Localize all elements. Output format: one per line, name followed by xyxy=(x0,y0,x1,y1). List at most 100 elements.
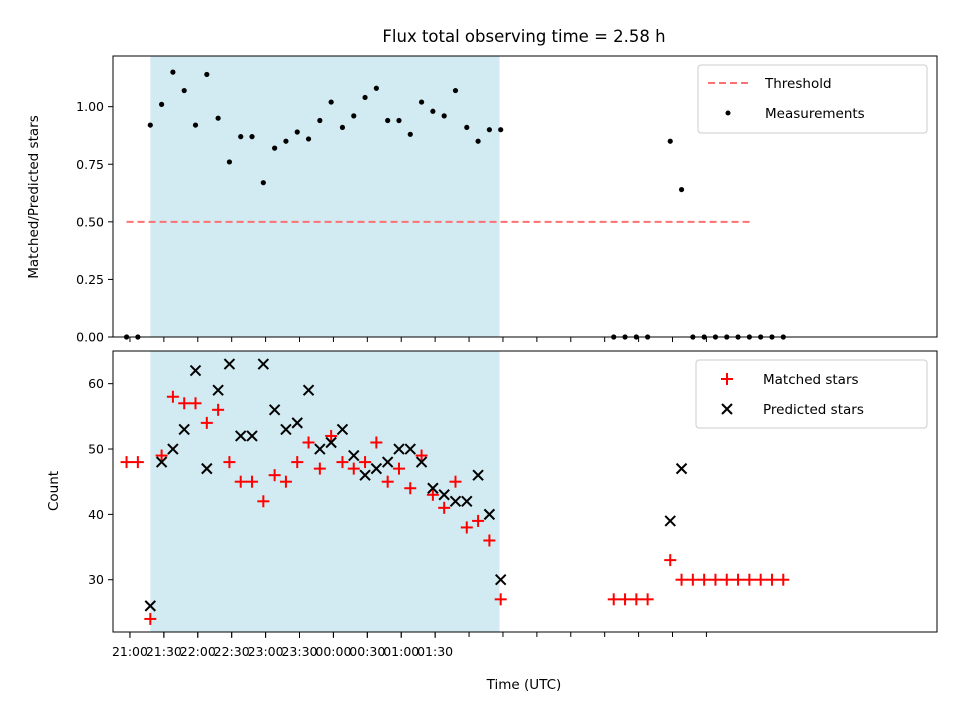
measurement-point xyxy=(351,113,357,119)
matched-star-point xyxy=(709,573,722,586)
legend-matched-swatch xyxy=(721,373,733,385)
count-y-tick-label: 50 xyxy=(88,442,104,457)
matched-star-point xyxy=(268,469,281,482)
ratio-legend-box xyxy=(697,64,928,134)
matched-star-point xyxy=(754,573,767,586)
count-x-tick-label: 22:00 xyxy=(180,644,216,659)
measurement-point xyxy=(181,87,187,94)
matched-star-point xyxy=(347,462,360,475)
count-y-ticks: 30 40 50 60 xyxy=(88,376,113,587)
matched-star-point xyxy=(483,534,496,547)
matched-star-point xyxy=(494,593,507,606)
matched-star-point xyxy=(777,573,790,586)
predicted-star-point xyxy=(144,600,157,612)
measurement-point xyxy=(215,115,221,121)
predicted-star-point xyxy=(472,469,484,481)
measurement-point xyxy=(464,124,470,131)
predicted-star-point xyxy=(280,423,292,436)
measurement-point xyxy=(317,117,323,124)
measurement-point xyxy=(204,71,210,78)
ratio-y-tick-label: 0.25 xyxy=(76,272,104,287)
count-x-tick-label: 00:00 xyxy=(315,644,351,659)
count-x-tick-label: 00:30 xyxy=(349,644,385,659)
predicted-star-point xyxy=(348,449,360,462)
matched-star-point xyxy=(392,462,405,475)
ratio-panel: 0.00 0.25 0.50 0.75 1.00 Matched/Predicted s… xyxy=(26,55,938,345)
matched-star-point xyxy=(370,436,383,449)
matched-star-point xyxy=(189,397,202,410)
measurement-point xyxy=(475,138,481,144)
measurement-point xyxy=(305,136,312,142)
count-x-tick-label: 23:00 xyxy=(248,644,284,659)
predicted-star-point xyxy=(359,469,371,481)
predicted-star-point xyxy=(415,456,428,468)
measurement-point xyxy=(159,101,165,107)
count-x-tick-label: 23:30 xyxy=(281,644,317,659)
predicted-star-point xyxy=(449,495,462,508)
matched-star-point xyxy=(325,429,338,442)
predicted-star-point xyxy=(675,462,688,475)
measurement-point xyxy=(418,99,425,105)
matched-star-point xyxy=(438,501,451,514)
matched-star-point xyxy=(166,390,179,403)
predicted-star-point xyxy=(178,423,190,436)
matched-star-point xyxy=(144,612,157,625)
matched-star-point xyxy=(279,475,292,488)
matched-star-point xyxy=(120,456,133,469)
matched-star-point xyxy=(155,449,168,462)
chart-title: Flux total observing time = 2.58 h xyxy=(382,27,665,46)
predicted-star-point xyxy=(336,423,349,436)
ratio-axes-frame xyxy=(112,55,938,338)
count-y-tick-label: 60 xyxy=(88,376,104,391)
matched-star-point xyxy=(404,482,417,495)
ratio-y-tick-label: 1.00 xyxy=(76,99,104,114)
measurement-point xyxy=(441,113,447,119)
matched-star-point xyxy=(246,475,259,488)
measurement-point xyxy=(328,99,334,105)
count-y-axis-label: Count xyxy=(46,471,62,511)
predicted-star-point xyxy=(494,574,507,586)
ratio-y-tick-label: 0.00 xyxy=(76,330,104,345)
measurement-point xyxy=(170,69,176,75)
predicted-star-point xyxy=(235,430,247,442)
ratio-y-ticks: 0.00 0.25 0.50 0.75 1.00 xyxy=(76,99,113,345)
predicted-star-point xyxy=(291,417,303,429)
predicted-star-point xyxy=(483,508,496,521)
matched-star-point xyxy=(415,449,428,462)
measurement-point xyxy=(192,122,199,128)
ratio-y-tick-label: 0.75 xyxy=(76,157,104,172)
measurement-point xyxy=(339,124,346,131)
measurement-point xyxy=(226,159,233,165)
legend-measurements-label: Measurements xyxy=(765,106,865,122)
measurement-points xyxy=(123,69,786,340)
predicted-star-point xyxy=(438,489,450,501)
count-legend-box xyxy=(695,359,928,429)
matched-star-point xyxy=(630,593,643,606)
matched-star-point xyxy=(291,456,304,469)
ratio-y-tick-label: 0.50 xyxy=(76,214,104,229)
measurement-point xyxy=(238,134,244,140)
matched-star-point xyxy=(381,475,394,488)
predicted-star-point xyxy=(427,482,439,494)
observing-span-shade-top xyxy=(150,56,500,337)
measurement-point xyxy=(498,127,504,133)
matched-star-point xyxy=(641,593,654,606)
count-y-tick-label: 40 xyxy=(88,507,104,522)
shade-rect-top xyxy=(150,56,500,337)
matched-star-point xyxy=(302,436,315,449)
measurement-point xyxy=(667,138,673,144)
count-x-tick-label: 21:30 xyxy=(146,644,182,659)
predicted-star-point xyxy=(302,384,315,396)
matched-star-point xyxy=(359,456,372,469)
legend-predicted-label: Predicted stars xyxy=(763,402,864,418)
predicted-star-point xyxy=(246,430,258,442)
predicted-star-point xyxy=(370,462,383,475)
matched-star-point xyxy=(619,593,632,606)
matched-star-point xyxy=(472,514,485,527)
matched-star-point xyxy=(257,495,270,508)
matched-star-point xyxy=(607,593,620,606)
legend-threshold-label: Threshold xyxy=(764,76,832,92)
predicted-star-point xyxy=(314,443,326,455)
